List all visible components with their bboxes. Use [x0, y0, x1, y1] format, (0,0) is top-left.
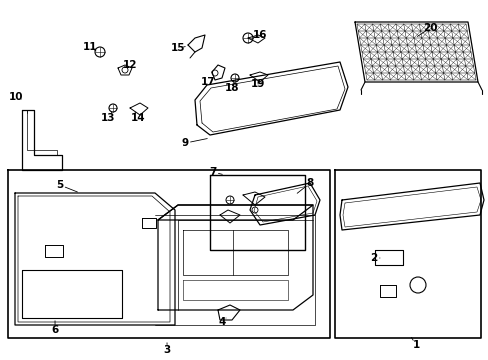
- Text: 20: 20: [422, 23, 436, 33]
- Text: 14: 14: [130, 113, 145, 123]
- Text: 6: 6: [51, 325, 59, 335]
- Text: 18: 18: [224, 83, 239, 93]
- Text: 5: 5: [56, 180, 63, 190]
- Text: 2: 2: [369, 253, 377, 263]
- Text: 10: 10: [9, 92, 23, 102]
- Text: 1: 1: [411, 340, 419, 350]
- Text: 8: 8: [306, 178, 313, 188]
- Text: 4: 4: [218, 317, 225, 327]
- Text: 19: 19: [250, 79, 264, 89]
- Text: 7: 7: [209, 167, 216, 177]
- Text: 12: 12: [122, 60, 137, 70]
- Text: 17: 17: [200, 77, 215, 87]
- Text: 9: 9: [181, 138, 188, 148]
- Text: 3: 3: [163, 345, 170, 355]
- Text: 13: 13: [101, 113, 115, 123]
- Text: 11: 11: [82, 42, 97, 52]
- Text: 15: 15: [170, 43, 185, 53]
- Text: 16: 16: [252, 30, 267, 40]
